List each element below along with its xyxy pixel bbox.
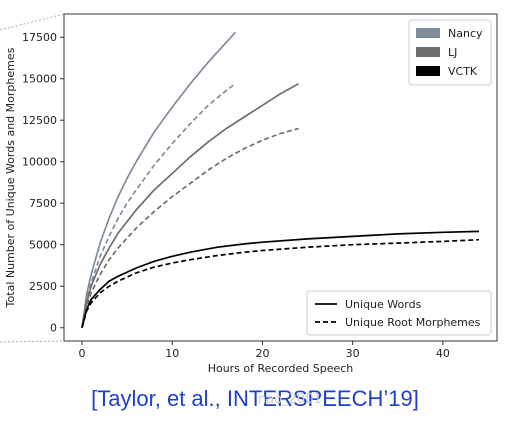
plot-frame (63, 13, 498, 342)
speaker-legend: Nancy LJ VCTK (408, 19, 492, 86)
x-tick-label: 40 (436, 347, 450, 360)
x-tick-label: 10 (165, 347, 179, 360)
legend-label: VCTK (448, 65, 478, 78)
legend-label: Unique Root Morphemes (345, 316, 481, 329)
legend-label: Nancy (448, 27, 483, 40)
series-line-lj-morphemes (81, 127, 299, 328)
y-tick-label: 2500 (29, 280, 57, 293)
series-line-vctk-words (81, 230, 480, 328)
series-line-lj-words (81, 82, 299, 328)
x-tick-label: 20 (255, 347, 269, 360)
y-tick-label: 12500 (22, 114, 57, 127)
style-legend-box (306, 290, 492, 336)
x-axis-label: Hours of Recorded Speech (208, 362, 354, 375)
y-tick-label: 5000 (29, 239, 57, 252)
y-tick-label: 15000 (22, 73, 57, 86)
legend-swatch (416, 47, 440, 57)
legend-label: Unique Words (345, 298, 422, 311)
x-tick-label: 30 (346, 347, 360, 360)
line-chart: 0 10 20 30 40 0 2500 5000 7500 10000 12500 15000 175… (0, 13, 498, 375)
y-tick-label: 7500 (29, 197, 57, 210)
y-tick-label: 10000 (22, 156, 57, 169)
series-line-nancy-morphemes (81, 83, 236, 328)
y-tick-label: 0 (50, 322, 57, 335)
y-tick-label: 17500 (22, 31, 57, 44)
y-axis-label: Total Number of Unique Words and Morphem… (4, 47, 17, 308)
legend-label: LJ (448, 46, 457, 59)
legend-swatch (416, 66, 440, 76)
series-line-vctk-morphemes (81, 238, 480, 328)
zoom-guide-top (0, 13, 65, 31)
series-lines (81, 31, 480, 328)
watermark: nao_2001 (258, 392, 322, 407)
zoom-guide-bottom (0, 340, 65, 343)
axis-ticks: 0 10 20 30 40 0 2500 5000 7500 10000 12500 15000 175… (22, 31, 450, 360)
x-tick-label: 0 (79, 347, 86, 360)
style-legend: Unique Words Unique Root Morphemes (306, 290, 492, 336)
series-line-nancy-words (81, 31, 237, 328)
citation: [Taylor, et al., INTERSPEECH’19] (91, 386, 419, 411)
zoom-guide-lines (0, 13, 65, 343)
legend-swatch (416, 28, 440, 38)
